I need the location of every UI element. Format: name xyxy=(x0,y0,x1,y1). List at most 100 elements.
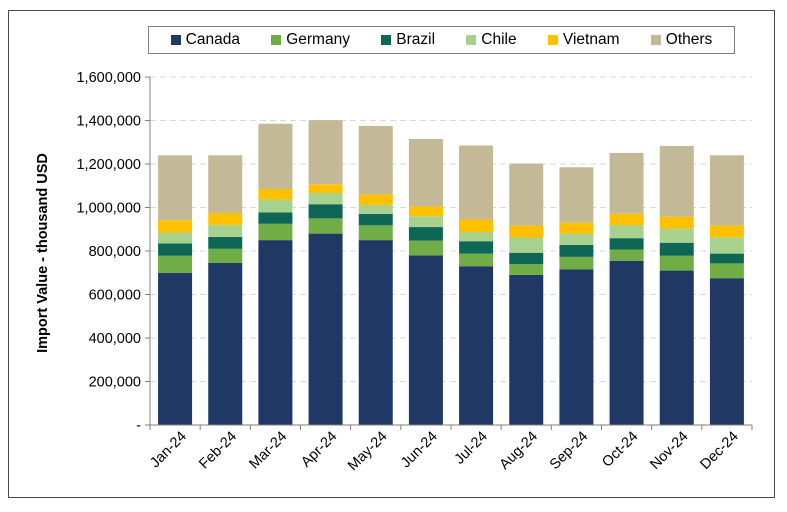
bar-segment-germany xyxy=(709,263,744,279)
bar-segment-germany xyxy=(358,225,393,241)
bar-segment-germany xyxy=(408,240,443,256)
bar-segment-others xyxy=(408,138,443,207)
x-tick-label: Dec-24 xyxy=(697,429,741,473)
bar-segment-chile xyxy=(659,228,694,243)
legend-swatch xyxy=(381,35,392,45)
bar-segment-germany xyxy=(609,249,644,261)
bar-segment-canada xyxy=(659,270,694,425)
bar-segment-brazil xyxy=(308,204,343,219)
bar-segment-vietnam xyxy=(659,216,694,229)
x-tick-label: Aug-24 xyxy=(497,429,541,473)
y-tick-label: 1,200,000 xyxy=(76,157,141,173)
bar-segment-others xyxy=(459,145,494,220)
legend-swatch xyxy=(170,35,181,45)
bar-segment-chile xyxy=(459,232,494,242)
bar-segment-canada xyxy=(258,240,293,425)
bar-segment-others xyxy=(158,155,193,221)
bar-segment-others xyxy=(609,152,644,214)
bar-segment-brazil xyxy=(358,214,393,226)
x-tick-label: Nov-24 xyxy=(647,429,691,473)
bar-segment-others xyxy=(559,167,594,223)
bar-segment-others xyxy=(258,123,293,190)
bar-segment-canada xyxy=(308,233,343,425)
bar-segment-vietnam xyxy=(509,225,544,238)
x-tick-label: Oct-24 xyxy=(599,429,641,471)
bar-segment-canada xyxy=(358,240,393,425)
legend-swatch xyxy=(466,35,477,45)
y-tick-label: 400,000 xyxy=(89,331,141,347)
bar-segment-germany xyxy=(459,253,494,267)
bar-segment-chile xyxy=(158,232,193,244)
bar-segment-vietnam xyxy=(609,213,644,226)
bar-segment-others xyxy=(208,155,243,213)
bar-segment-chile xyxy=(408,216,443,228)
bar-segment-canada xyxy=(158,272,193,425)
bar-segment-chile xyxy=(609,225,644,239)
bar-segment-vietnam xyxy=(358,194,393,205)
y-tick-label: 1,600,000 xyxy=(76,70,141,86)
bar-segment-vietnam xyxy=(459,219,494,233)
bar-segment-canada xyxy=(609,260,644,425)
legend-item-vietnam: Vietnam xyxy=(547,31,620,49)
bar-segment-canada xyxy=(459,266,494,425)
bar-segment-brazil xyxy=(559,244,594,257)
legend-item-germany: Germany xyxy=(271,31,350,49)
legend-label: Vietnam xyxy=(562,31,620,48)
bar-segment-vietnam xyxy=(408,206,443,217)
y-tick-label: 200,000 xyxy=(89,375,141,391)
bar-segment-germany xyxy=(659,255,694,271)
legend-swatch xyxy=(547,35,558,45)
bar-segment-vietnam xyxy=(258,189,293,200)
y-tick-label: 600,000 xyxy=(89,288,141,304)
x-tick-label: May-24 xyxy=(345,429,391,475)
bar-segment-others xyxy=(659,145,694,217)
x-tick-label: Feb-24 xyxy=(196,429,240,473)
bar-segment-germany xyxy=(509,264,544,275)
legend-label: Canada xyxy=(185,31,240,48)
bar-segment-chile xyxy=(258,199,293,213)
bar-segment-vietnam xyxy=(158,220,193,233)
x-tick-label: Jun-24 xyxy=(398,429,441,472)
bar-segment-brazil xyxy=(609,238,644,250)
bar-segment-brazil xyxy=(709,253,744,264)
y-tick-label: - xyxy=(136,418,141,434)
bar-segment-canada xyxy=(559,269,594,425)
bar-segment-canada xyxy=(408,255,443,425)
bar-segment-germany xyxy=(258,223,293,241)
legend-label: Germany xyxy=(286,31,350,48)
x-tick-label: Jul-24 xyxy=(452,429,491,468)
bar-segment-canada xyxy=(509,274,544,425)
bar-segment-others xyxy=(709,155,744,226)
legend-swatch xyxy=(271,35,282,45)
bar-segment-brazil xyxy=(459,241,494,254)
bar-segment-brazil xyxy=(408,227,443,241)
legend-item-others: Others xyxy=(650,31,713,49)
bar-segment-canada xyxy=(208,262,243,425)
bar-segment-germany xyxy=(208,248,243,263)
bar-segment-chile xyxy=(358,204,393,215)
x-tick-label: Sep-24 xyxy=(547,429,591,473)
bar-segment-brazil xyxy=(158,243,193,256)
y-tick-label: 800,000 xyxy=(89,244,141,260)
bar-segment-brazil xyxy=(208,236,243,249)
y-tick-label: 1,000,000 xyxy=(76,201,141,217)
legend-label: Others xyxy=(665,31,713,48)
bar-segment-canada xyxy=(709,278,744,425)
y-axis-title: Import Value - thousand USD xyxy=(35,153,51,353)
bar-segment-others xyxy=(358,125,393,195)
bar-segment-germany xyxy=(308,218,343,234)
bar-segment-chile xyxy=(509,237,544,253)
bar-segment-vietnam xyxy=(709,225,744,238)
x-tick-label: Mar-24 xyxy=(246,429,290,473)
y-tick-label: 1,400,000 xyxy=(76,114,141,130)
x-tick-label: Apr-24 xyxy=(298,429,340,471)
bar-segment-brazil xyxy=(659,242,694,256)
bar-segment-brazil xyxy=(258,212,293,224)
bar-segment-germany xyxy=(559,256,594,270)
legend-item-chile: Chile xyxy=(466,31,517,49)
chart-legend: Canada Germany Brazil Chile Vietnam Others xyxy=(148,26,735,54)
bar-segment-vietnam xyxy=(559,222,594,234)
bar-segment-chile xyxy=(559,233,594,245)
legend-item-brazil: Brazil xyxy=(381,31,435,49)
